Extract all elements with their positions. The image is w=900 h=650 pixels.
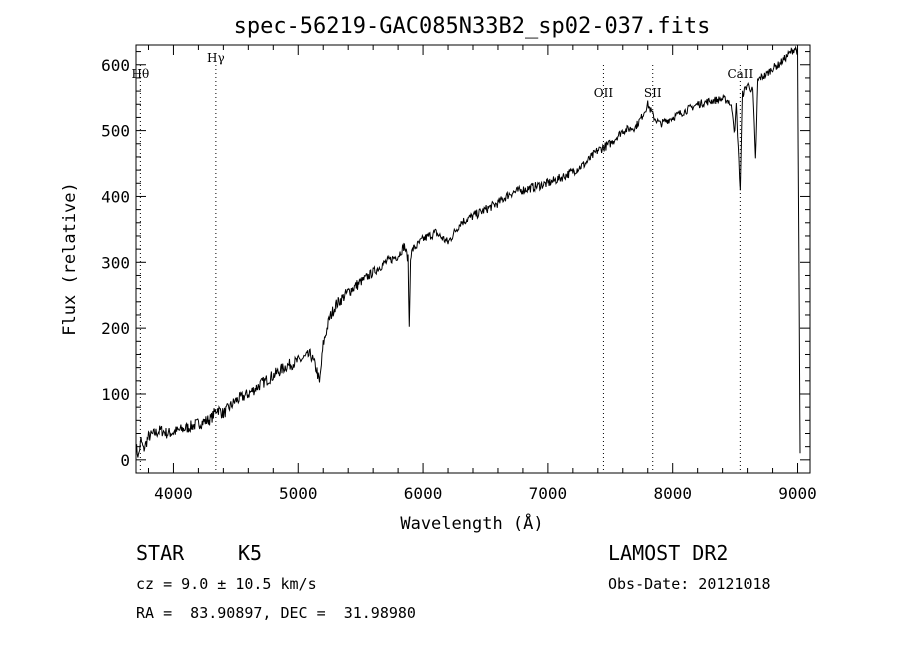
x-tick-label: 4000 (154, 484, 193, 503)
x-axis-label: Wavelength (Å) (400, 512, 543, 534)
y-tick-label: 600 (101, 56, 130, 75)
y-axis-ticks: 0 100 200 300 400 500 600 (101, 51, 810, 474)
spectrum-line (135, 45, 801, 458)
y-tick-label: 500 (101, 122, 130, 141)
class-label: STAR (136, 541, 185, 565)
coordinates-label: RA = 83.90897, DEC = 31.98980 (136, 604, 416, 622)
annotation-label: Hγ (207, 51, 225, 65)
x-tick-label: 7000 (529, 484, 568, 503)
y-tick-label: 300 (101, 253, 130, 272)
y-tick-label: 100 (101, 385, 130, 404)
redshift-label: cz = 9.0 ± 10.5 km/s (136, 575, 317, 593)
x-axis-ticks: 4000 5000 6000 7000 8000 9000 (147, 45, 817, 503)
survey-label: LAMOST DR2 (608, 541, 729, 565)
line-annotations: Hθ Hγ OII SII CaII (132, 51, 754, 473)
annotation-label: OII (594, 86, 614, 100)
plot-frame (135, 44, 811, 474)
subclass-label: K5 (238, 541, 263, 565)
annotation-label: Hθ (132, 67, 150, 81)
y-tick-label: 200 (101, 319, 130, 338)
annotation-label: SII (644, 86, 662, 100)
obs-date-label: Obs-Date: 20121018 (608, 575, 771, 593)
x-tick-label: 5000 (279, 484, 318, 503)
x-tick-label: 8000 (653, 484, 692, 503)
chart-title: spec-56219-GAC085N33B2_sp02-037.fits (234, 14, 711, 39)
x-tick-label: 9000 (778, 484, 817, 503)
x-tick-label: 6000 (404, 484, 443, 503)
y-axis-label: Flux (relative) (60, 182, 80, 336)
y-tick-label: 0 (120, 451, 130, 470)
annotation-label: CaII (727, 67, 753, 81)
y-tick-label: 400 (101, 187, 130, 206)
